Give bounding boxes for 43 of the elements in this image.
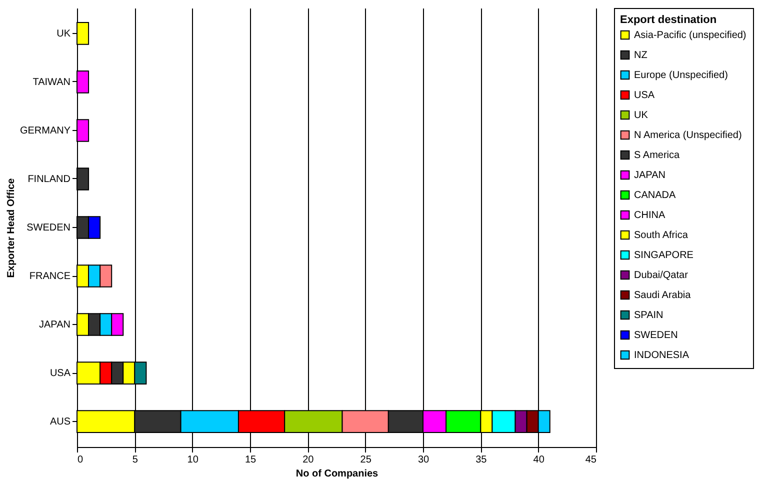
x-tick-label: 20 xyxy=(302,454,314,466)
x-tick-label: 30 xyxy=(418,454,430,466)
y-tick-label: USA xyxy=(50,368,71,380)
legend-label: Europe (Unspecified) xyxy=(634,70,728,81)
legend-label: Saudi Arabia xyxy=(634,290,692,301)
legend-title: Export destination xyxy=(620,14,717,26)
legend-label: SINGAPORE xyxy=(634,250,694,261)
legend-label: CANADA xyxy=(634,190,676,201)
y-tick-label: FRANCE xyxy=(29,271,71,282)
y-tick-label: SWEDEN xyxy=(26,222,70,234)
legend-label: South Africa xyxy=(634,230,688,241)
legend-label: CHINA xyxy=(634,210,666,221)
bar xyxy=(76,22,90,45)
bar xyxy=(76,70,90,94)
legend-label: Dubai/Qatar xyxy=(634,270,689,281)
x-tick-label: 15 xyxy=(244,454,256,466)
x-tick-label: 0 xyxy=(78,454,84,466)
x-tick-label: 5 xyxy=(132,454,138,466)
legend-label: UK xyxy=(634,110,648,121)
bar xyxy=(76,168,90,190)
legend-label: S America xyxy=(634,150,680,161)
y-tick-label: JAPAN xyxy=(39,320,70,331)
y-tick-label: FINLAND xyxy=(28,174,70,185)
x-tick-label: 35 xyxy=(476,454,488,466)
x-tick-label: 40 xyxy=(533,454,545,466)
legend-label: USA xyxy=(634,90,655,101)
x-tick-label: 10 xyxy=(187,454,199,466)
y-tick-label: UK xyxy=(56,28,71,40)
legend-label: SWEDEN xyxy=(634,330,678,341)
legend-label: SPAIN xyxy=(634,310,664,321)
y-axis-title: Exporter Head Office xyxy=(6,178,17,278)
y-tick-label: GERMANY xyxy=(20,125,71,136)
y-tick-label: TAIWAN xyxy=(32,76,70,88)
x-tick-label: 25 xyxy=(360,454,372,466)
legend-label: INDONESIA xyxy=(634,350,690,361)
legend-label: JAPAN xyxy=(634,170,666,181)
legend-label: N America (Unspecified) xyxy=(634,130,742,141)
bar xyxy=(76,119,90,142)
y-tick-label: AUS xyxy=(50,416,71,428)
x-axis-title: No of Companies xyxy=(296,468,379,480)
x-tick-label: 45 xyxy=(585,454,597,466)
legend-label: NZ xyxy=(634,50,648,61)
legend-label: Asia-Pacific (unspecified) xyxy=(634,30,746,41)
